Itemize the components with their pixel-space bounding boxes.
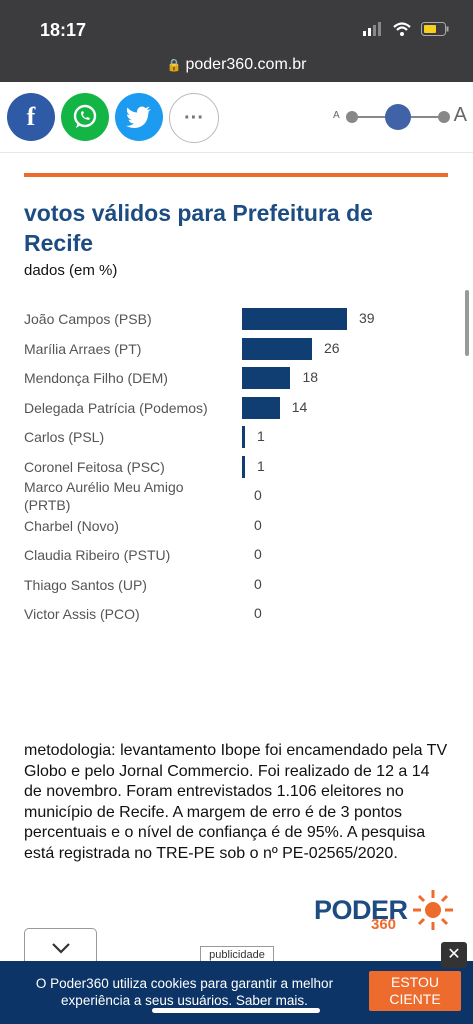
chart-row: Victor Assis (PCO) 0 (24, 599, 449, 629)
home-indicator (152, 1008, 320, 1013)
status-bar: 18:17 🔒 poder360.com.br (0, 0, 473, 82)
chart-category-label: Charbel (Novo) (24, 517, 119, 534)
address-bar[interactable]: 🔒 poder360.com.br (0, 56, 473, 74)
whatsapp-icon (73, 104, 97, 128)
chart-value-label: 1 (257, 428, 265, 444)
facebook-icon: f (26, 102, 36, 131)
chart-bar (242, 396, 280, 419)
sun-logo-icon (412, 890, 453, 930)
chart-row: João Campos (PSB) 39 (24, 304, 449, 334)
more-icon: ··· (184, 106, 204, 129)
battery-icon (421, 22, 449, 36)
logo-number: 360 (371, 916, 397, 933)
chart-category-label: Marco Aurélio Meu Amigo (PRTB) (24, 479, 184, 513)
chart-value-label: 0 (254, 575, 262, 592)
twitter-share-button[interactable] (115, 93, 163, 141)
chart-row: Delegada Patrícia (Podemos) 14 (24, 393, 449, 423)
chart-value-label: 14 (291, 398, 308, 415)
lock-icon: 🔒 (166, 58, 182, 72)
clock: 18:17 (40, 20, 87, 40)
chart-bar (242, 308, 347, 330)
signal-icon (363, 22, 381, 36)
chart-value-label: 0 (254, 487, 262, 503)
chart-row: Claudia Ribeiro (PSTU) 0 (24, 540, 449, 570)
font-size-small-label: A (333, 110, 340, 121)
accept-cookies-button[interactable]: ESTOU CIENTE (369, 971, 461, 1011)
chart-row: Charbel (Novo) 0 (24, 511, 449, 541)
chart-title: votos válidos para Prefeitura de Recife (24, 200, 373, 256)
chart-value-label: 0 (254, 546, 262, 562)
chart-row: Marco Aurélio Meu Amigo (PRTB) 0 (24, 479, 449, 513)
chart-subtitle: dados (em %) (24, 262, 118, 279)
chart-value-label: 1 (257, 457, 265, 474)
more-share-button[interactable]: ··· (169, 93, 219, 143)
twitter-icon (126, 106, 151, 128)
whatsapp-share-button[interactable] (61, 93, 109, 141)
chart-value-label: 0 (254, 605, 262, 621)
chart-value-label: 0 (254, 516, 262, 533)
chart-bar (242, 455, 245, 478)
chart-row: Marília Arraes (PT) 26 (24, 334, 449, 364)
chart-category-label: João Campos (PSB) (24, 311, 152, 327)
chart-row: Thiago Santos (UP) 0 (24, 570, 449, 600)
methodology-text: metodologia: levantamento Ibope foi enca… (24, 742, 448, 862)
bar-chart: João Campos (PSB) 39 Marília Arraes (PT) 26… (24, 304, 449, 644)
chevron-down-icon (51, 943, 70, 954)
chart-row: Mendonça Filho (DEM) 18 (24, 363, 449, 393)
cookie-banner: O Poder360 utiliza cookies para garantir… (0, 961, 473, 1024)
chart-bar (242, 426, 245, 448)
scrollbar[interactable] (465, 290, 469, 356)
chart-category-label: Coronel Feitosa (PSC) (24, 458, 165, 475)
chart-value-label: 18 (302, 369, 319, 385)
slider-stop[interactable] (346, 111, 358, 123)
chart-bar (242, 337, 312, 360)
chart-category-label: Carlos (PSL) (24, 429, 105, 445)
font-size-slider[interactable]: A A (330, 100, 470, 134)
accent-rule (24, 173, 448, 177)
chart-value-label: 26 (324, 339, 340, 356)
cookie-text: O Poder360 utiliza cookies para garantir… (35, 976, 334, 1008)
chart-row: Coronel Feitosa (PSC) 1 (24, 452, 449, 482)
chart-row: Carlos (PSL) 1 (24, 422, 449, 452)
poder360-logo: PODER 360 (314, 888, 455, 933)
chart-category-label: Mendonça Filho (DEM) (24, 370, 168, 386)
logo-wordmark: PODER (314, 894, 408, 925)
wifi-icon (393, 22, 411, 36)
chart-category-label: Delegada Patrícia (Podemos) (24, 399, 208, 416)
slider-stop[interactable] (438, 111, 450, 123)
chart-category-label: Claudia Ribeiro (PSTU) (24, 547, 171, 563)
url-text: poder360.com.br (185, 56, 307, 73)
chart-category-label: Marília Arraes (PT) (24, 340, 142, 357)
chart-category-label: Thiago Santos (UP) (24, 576, 147, 593)
chart-bar (242, 367, 291, 389)
font-size-large-label: A (453, 104, 467, 126)
close-icon[interactable]: ✕ (441, 942, 467, 968)
chart-category-label: Victor Assis (PCO) (24, 606, 140, 622)
slider-knob[interactable] (385, 104, 411, 130)
status-icons (363, 22, 449, 36)
facebook-share-button[interactable]: f (7, 93, 55, 141)
chart-value-label: 39 (359, 310, 375, 326)
